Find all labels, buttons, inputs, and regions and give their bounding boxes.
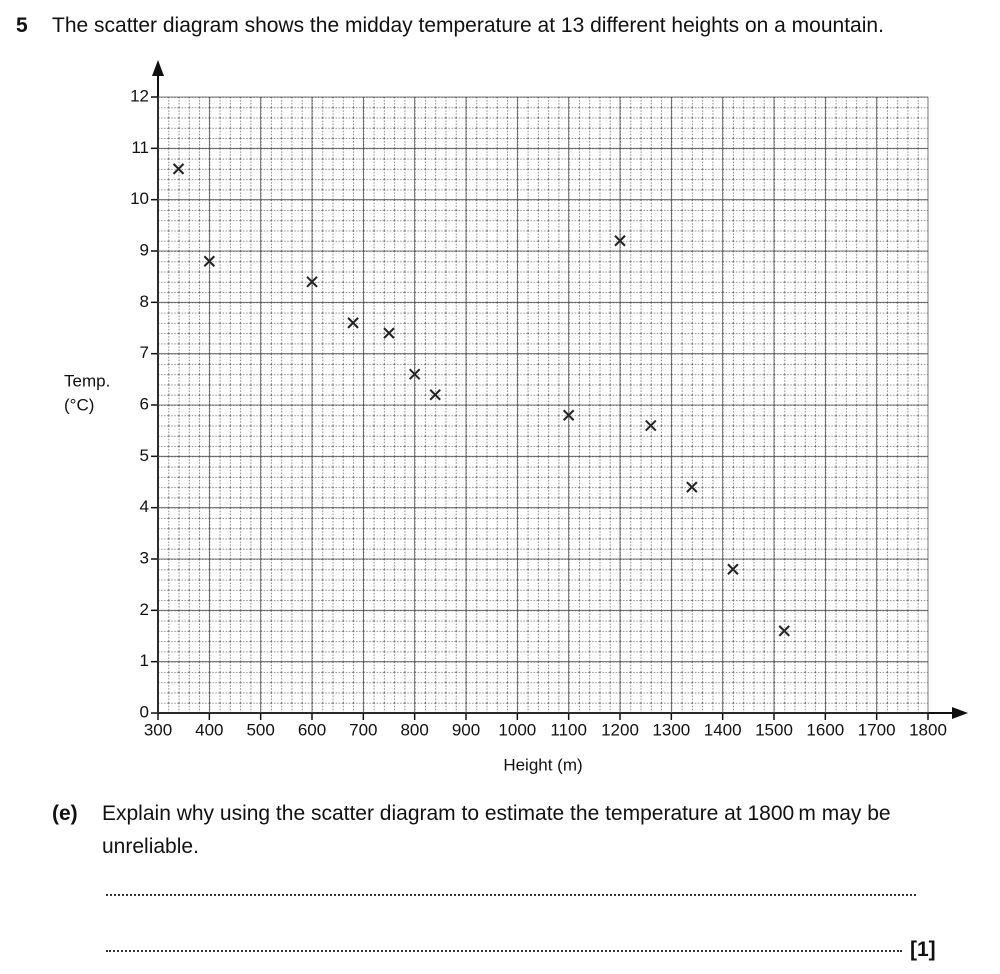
y-tick-label: 9 xyxy=(140,240,149,259)
x-tick-label: 600 xyxy=(298,720,326,739)
y-tick-label: 10 xyxy=(130,189,149,208)
x-arrow xyxy=(952,707,968,719)
data-point xyxy=(778,625,790,637)
data-point xyxy=(562,409,575,421)
y-tick-label: 11 xyxy=(131,138,149,157)
answer-line xyxy=(106,950,902,952)
x-tick-label: 1200 xyxy=(601,720,639,739)
question-text: The scatter diagram shows the midday tem… xyxy=(52,14,884,37)
part-text: unreliable. xyxy=(102,835,199,858)
x-tick-label: 1600 xyxy=(806,720,844,739)
data-point xyxy=(408,368,421,380)
x-tick-label: 1400 xyxy=(704,720,742,739)
chart: Height (m) Temp. (°C) 012345678910111230… xyxy=(64,60,968,774)
x-tick-label: 500 xyxy=(246,720,274,739)
x-axis-label: Height (m) xyxy=(503,755,582,774)
x-tick-label: 800 xyxy=(400,720,428,739)
answer-line xyxy=(106,894,916,896)
y-tick-label: 8 xyxy=(140,292,149,311)
data-point xyxy=(614,235,626,247)
x-tick-label: 400 xyxy=(195,720,223,739)
data-point xyxy=(686,481,698,493)
data-point xyxy=(347,317,359,329)
y-tick-label: 0 xyxy=(140,702,149,721)
x-tick-label: 1500 xyxy=(755,720,793,739)
y-tick-label: 3 xyxy=(140,548,149,567)
y-tick-label: 7 xyxy=(140,343,149,362)
x-tick-label: 700 xyxy=(349,720,377,739)
data-point xyxy=(203,255,216,267)
y-tick-label: 12 xyxy=(130,86,149,105)
y-axis-label: Temp. xyxy=(64,371,110,390)
x-tick-label: 1100 xyxy=(550,720,587,739)
y-tick-label: 1 xyxy=(140,651,149,670)
y-axis-label: (°C) xyxy=(64,395,94,414)
y-tick-label: 6 xyxy=(140,394,149,413)
x-tick-label: 1700 xyxy=(858,720,896,739)
part-text: Explain why using the scatter diagram to… xyxy=(102,802,891,825)
x-tick-label: 900 xyxy=(452,720,480,739)
part-label: (e) xyxy=(52,802,78,825)
y-tick-label: 4 xyxy=(140,497,149,516)
data-point xyxy=(429,389,441,401)
data-point xyxy=(172,163,185,175)
question-number: 5 xyxy=(16,14,28,37)
marks: [1] xyxy=(910,938,936,961)
x-tick-label: 1300 xyxy=(652,720,690,739)
x-tick-label: 1000 xyxy=(498,720,536,739)
x-tick-label: 300 xyxy=(144,720,172,739)
x-tick-label: 1800 xyxy=(909,720,947,739)
data-point xyxy=(306,276,318,288)
y-tick-label: 5 xyxy=(140,446,149,465)
data-point xyxy=(727,563,739,575)
data-point xyxy=(383,327,395,339)
y-arrow xyxy=(152,60,164,76)
data-point xyxy=(645,419,657,432)
y-tick-label: 2 xyxy=(140,600,149,619)
